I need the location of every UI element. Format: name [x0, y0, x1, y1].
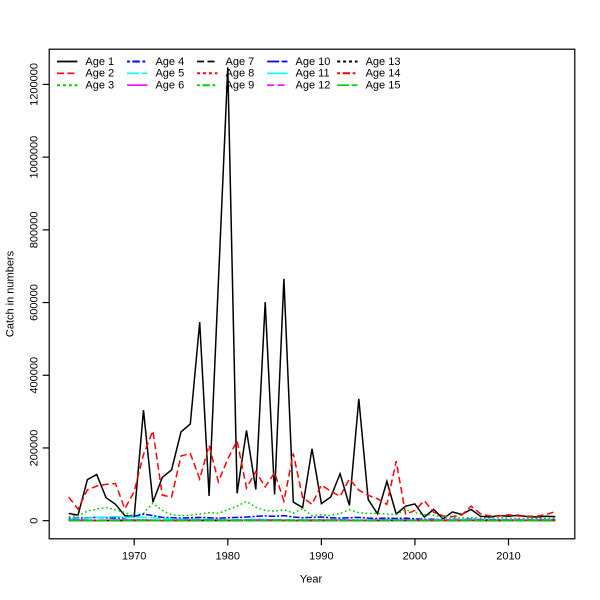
- svg-text:1980: 1980: [216, 551, 240, 563]
- svg-text:Age 14: Age 14: [366, 68, 401, 80]
- svg-text:400000: 400000: [28, 357, 40, 394]
- svg-text:Year: Year: [300, 574, 323, 586]
- svg-text:600000: 600000: [28, 284, 40, 321]
- svg-text:Age 10: Age 10: [296, 56, 331, 68]
- svg-text:Age 4: Age 4: [155, 56, 184, 68]
- svg-text:1200000: 1200000: [28, 63, 40, 106]
- svg-text:Age 9: Age 9: [226, 80, 255, 92]
- svg-text:Age 1: Age 1: [85, 56, 114, 68]
- svg-text:Age 12: Age 12: [296, 80, 331, 92]
- svg-text:Age 6: Age 6: [155, 80, 184, 92]
- svg-text:Age 3: Age 3: [85, 80, 114, 92]
- svg-text:Age 7: Age 7: [226, 56, 255, 68]
- svg-text:Age 5: Age 5: [155, 68, 184, 80]
- svg-text:1990: 1990: [309, 551, 333, 563]
- svg-text:Age 2: Age 2: [85, 68, 114, 80]
- svg-text:Catch in numbers: Catch in numbers: [4, 250, 16, 337]
- svg-text:Age 11: Age 11: [296, 68, 330, 80]
- svg-text:800000: 800000: [28, 211, 40, 248]
- svg-text:Age 13: Age 13: [366, 56, 401, 68]
- svg-text:200000: 200000: [28, 430, 40, 467]
- svg-text:Age 15: Age 15: [366, 80, 401, 92]
- svg-text:Age 8: Age 8: [226, 68, 255, 80]
- svg-text:1000000: 1000000: [28, 136, 40, 179]
- svg-text:2010: 2010: [496, 551, 520, 563]
- svg-text:2000: 2000: [403, 551, 427, 563]
- svg-text:0: 0: [28, 518, 40, 524]
- svg-text:1970: 1970: [122, 551, 146, 563]
